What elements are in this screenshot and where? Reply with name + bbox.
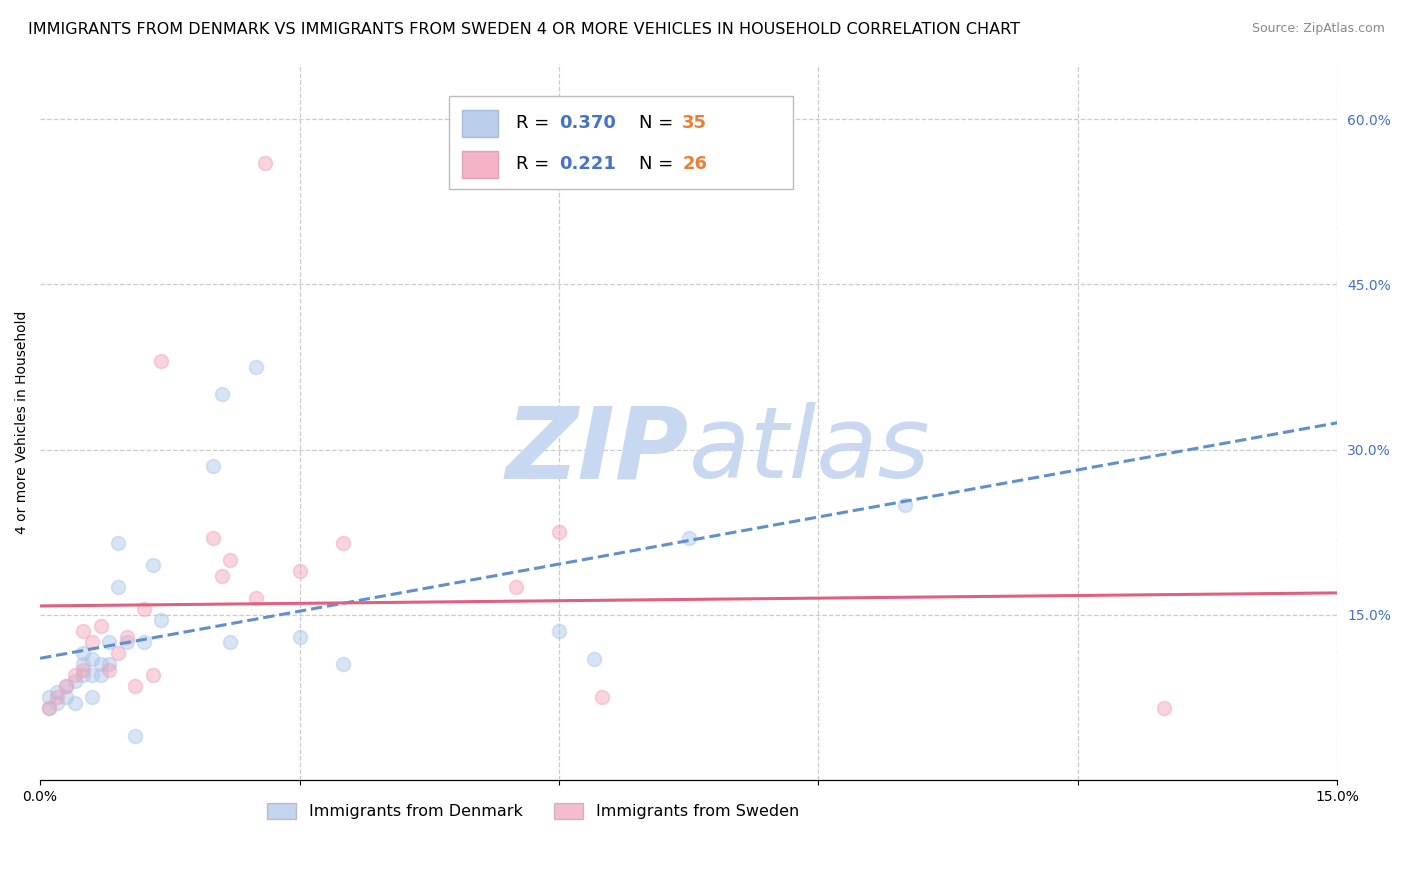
Point [150,613,173,627]
Point [107,580,129,594]
Point [288,630,311,644]
Point [107,536,129,550]
Point [38,690,60,705]
Bar [461,110,498,137]
Bar [461,151,498,178]
Point [72,624,94,639]
Point [55,679,77,693]
Point [245,359,267,374]
Y-axis label: 4 or more Vehicles in Household: 4 or more Vehicles in Household [15,310,30,533]
Point [678,531,700,545]
Point [80,690,103,705]
Point [150,354,173,368]
Point [548,525,571,540]
Point [219,635,242,649]
Point [124,729,146,743]
Point [1153,701,1175,715]
Point [332,657,354,672]
Point [115,630,138,644]
Point [46,685,69,699]
Point [219,552,242,566]
Point [132,635,155,649]
FancyBboxPatch shape [449,96,793,189]
Point [72,663,94,677]
Point [548,624,571,639]
Point [80,652,103,666]
Text: ZIP: ZIP [506,402,689,500]
Legend: Immigrants from Denmark, Immigrants from Sweden: Immigrants from Denmark, Immigrants from… [260,797,806,826]
Point [141,668,163,682]
Point [72,668,94,682]
Text: R =: R = [516,114,555,133]
Point [38,701,60,715]
Text: Source: ZipAtlas.com: Source: ZipAtlas.com [1251,22,1385,36]
Point [38,701,60,715]
Point [46,696,69,710]
Point [98,657,121,672]
Point [72,646,94,660]
Text: 35: 35 [682,114,707,133]
Point [90,657,112,672]
Point [55,690,77,705]
Point [332,536,354,550]
Point [141,558,163,573]
Point [505,580,527,594]
Text: atlas: atlas [689,402,931,500]
Point [591,690,613,705]
Point [202,458,225,473]
Text: R =: R = [516,155,555,173]
Point [115,635,138,649]
Text: N =: N = [640,114,679,133]
Point [63,673,86,688]
Point [98,635,121,649]
Point [55,679,77,693]
Point [107,646,129,660]
Point [288,564,311,578]
Text: 0.221: 0.221 [560,155,616,173]
Text: 0.370: 0.370 [560,114,616,133]
Point [46,690,69,705]
Text: 26: 26 [682,155,707,173]
Point [98,663,121,677]
Point [211,387,233,401]
Point [124,679,146,693]
Text: IMMIGRANTS FROM DENMARK VS IMMIGRANTS FROM SWEDEN 4 OR MORE VEHICLES IN HOUSEHOL: IMMIGRANTS FROM DENMARK VS IMMIGRANTS FR… [28,22,1021,37]
Point [90,619,112,633]
Point [90,668,112,682]
Point [80,635,103,649]
Point [63,696,86,710]
Point [63,668,86,682]
Point [202,531,225,545]
Point [894,498,917,512]
Point [211,569,233,583]
Point [582,652,605,666]
Point [253,156,276,170]
Point [132,602,155,616]
Point [245,591,267,606]
Point [80,668,103,682]
Text: N =: N = [640,155,679,173]
Point [72,657,94,672]
